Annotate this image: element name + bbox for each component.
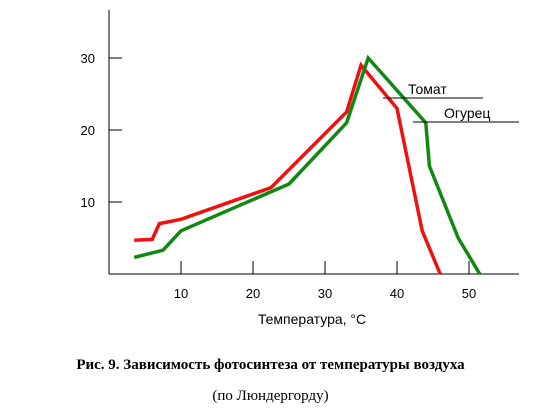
y-tick-label: 20 — [81, 123, 95, 138]
series-line-2 — [133, 54, 482, 275]
series-line-1 — [134, 61, 442, 275]
x-tick-label: 10 — [174, 286, 188, 301]
figure-caption: Рис. 9. Зависимость фотосинтеза от темпе… — [76, 357, 465, 373]
legend: Томат Огурец — [383, 81, 519, 123]
figure-caption-source: (по Люндергорду) — [212, 388, 329, 404]
x-axis-title: Температура, °C — [258, 311, 366, 327]
y-tick-label: 30 — [81, 51, 95, 66]
legend-label-2: Огурец — [444, 105, 490, 121]
x-tick-label: 40 — [390, 286, 404, 301]
axes: 10 20 30 10 20 30 40 50 — [81, 10, 519, 301]
x-tick-label: 50 — [462, 286, 476, 301]
photosynthesis-temperature-chart: 10 20 30 10 20 30 40 50 Томат Огурец Температура… — [81, 10, 519, 327]
legend-label-1: Томат — [408, 81, 447, 97]
series-layer — [133, 54, 482, 275]
y-tick-label: 10 — [81, 195, 95, 210]
x-tick-label: 30 — [318, 286, 332, 301]
x-tick-label: 20 — [246, 286, 260, 301]
